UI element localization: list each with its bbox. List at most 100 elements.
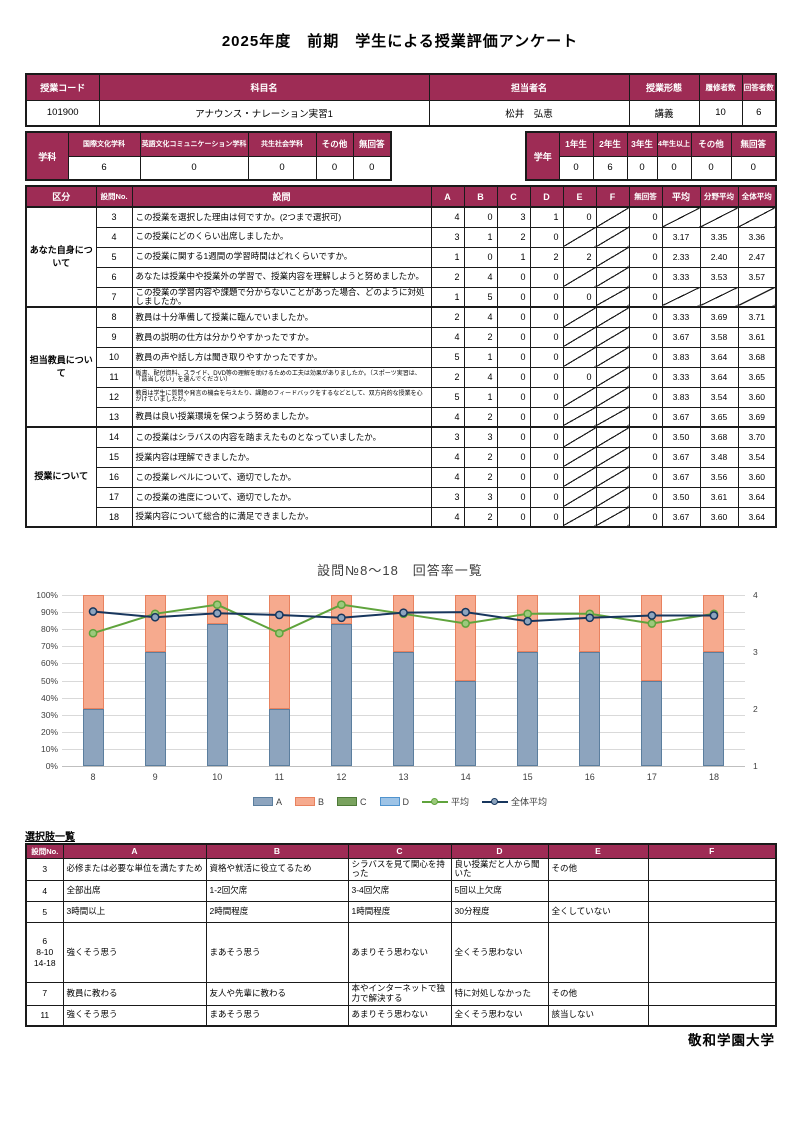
choice-text-cell: 教員に教わる — [62, 982, 207, 1006]
count-cell: 0 — [628, 246, 663, 268]
chart-bar-segment-A — [82, 709, 104, 766]
question-text-cell: 教員は十分準備して授業に臨んでいましたか。 — [131, 306, 432, 328]
choice-text-cell — [647, 1004, 777, 1027]
chart-bar-segment-B — [579, 595, 601, 652]
question-number-cell: 8 — [95, 306, 133, 328]
average-cell: 3.67 — [661, 406, 701, 428]
count-cell: 1 — [463, 346, 498, 368]
choice-text-cell: 5回以上欠席 — [450, 880, 549, 903]
section-label-cell: あなた自身について — [25, 205, 97, 308]
count-cell: 2 — [463, 506, 498, 528]
question-number-cell: 4 — [95, 226, 133, 248]
question-number-line: 8-10 — [36, 947, 54, 957]
dept-table-header-row: 学科 国際文化学科 英語文化コミュニケーション学科 共生社会学科 その他 無回答 — [25, 131, 392, 181]
average-cell: 3.69 — [737, 406, 777, 428]
not-applicable-cell — [595, 206, 630, 228]
count-cell: 0 — [529, 366, 564, 388]
grade-table-value-cell: 0 — [730, 155, 777, 181]
not-applicable-cell — [562, 406, 597, 428]
course-table-data-row: 101900 アナウンス・ナレーション実習1 松井 弘恵 講義 10 6 — [25, 99, 777, 127]
legend-line-icon — [422, 797, 448, 806]
count-cell: 0 — [529, 346, 564, 368]
count-cell: 4 — [463, 266, 498, 288]
course-header-cell: 回答者数 — [741, 73, 777, 101]
choices-header-cell: B — [205, 843, 349, 859]
choices-header-cell: D — [450, 843, 549, 859]
count-cell: 0 — [628, 226, 663, 248]
question-text-cell: 教員は学生に質問や発言の機会を与えたり、課題のフィードバックをするなどとして、双… — [131, 386, 432, 408]
average-cell: 3.60 — [737, 466, 777, 488]
data-point-marker — [274, 610, 284, 620]
data-point-marker — [274, 628, 284, 638]
choice-text-cell: 全くそう思わない — [450, 1004, 549, 1027]
choices-row: 7 教員に教わる 友人や先輩に教わる 本やインターネットで独力で解決する 特に対処しなか… — [25, 982, 777, 1006]
response-rate-chart: 設問№8～18 回答率一覧 0% 10% 20% 30% 40% 50% 60% 70% 80%… — [25, 558, 775, 818]
count-cell: 0 — [628, 386, 663, 408]
question-number-cell: 5 — [95, 246, 133, 268]
question-number-cell: 9 — [95, 326, 133, 348]
question-number-cell: 12 — [95, 386, 133, 408]
choice-text-cell — [647, 982, 777, 1006]
count-cell: 0 — [628, 506, 663, 528]
count-cell: 0 — [628, 306, 663, 328]
average-cell: 3.60 — [699, 506, 739, 528]
choices-list-label: 選択肢一覧 — [25, 832, 75, 843]
question-row: 11 板書、配付資料、スライド、DVD等の理解を助けるための工夫は効果がありました… — [26, 366, 777, 388]
question-text-cell: 授業内容は理解できましたか。 — [131, 446, 432, 468]
question-number-cell: 13 — [95, 406, 133, 428]
not-applicable-cell — [595, 406, 630, 428]
choice-text-cell: 30分程度 — [450, 901, 549, 924]
count-cell: 2 — [463, 406, 498, 428]
x-axis-tick: 14 — [460, 772, 471, 782]
choice-text-cell: 強くそう思う — [62, 1004, 207, 1027]
data-point-marker — [461, 619, 470, 628]
count-cell: 3 — [463, 486, 498, 508]
average-cell: 3.69 — [699, 306, 739, 328]
question-number-cell: 3 — [95, 206, 133, 228]
count-cell: 0 — [562, 366, 597, 388]
chart-bar-segment-A — [579, 651, 601, 766]
average-cell: 2.33 — [661, 246, 701, 268]
count-cell: 0 — [628, 326, 663, 348]
average-cell: 3.67 — [661, 466, 701, 488]
question-text-cell: この授業レベルについて、適切でしたか。 — [131, 466, 432, 488]
average-cell: 3.33 — [661, 266, 701, 288]
count-cell: 2 — [430, 266, 465, 288]
data-point-marker — [647, 611, 657, 620]
legend-swatch-icon — [252, 797, 273, 806]
legend-label: 全体平均 — [511, 797, 548, 807]
main-header-cell: A — [430, 185, 465, 208]
count-cell: 5 — [430, 346, 465, 368]
average-cell: 3.83 — [661, 346, 701, 368]
choices-row: 11 強くそう思う まあそう思う あまりそう思わない 全くそう思わない 該当しない — [25, 1004, 777, 1027]
department-count-table: 学科 国際文化学科 英語文化コミュニケーション学科 共生社会学科 その他 無回答 6 0 0 0 0 — [25, 131, 392, 181]
average-cell: 3.64 — [737, 486, 777, 508]
average-cell: 3.36 — [737, 226, 777, 248]
choice-text-cell: 3時間以上 — [62, 901, 207, 924]
x-axis-tick: 16 — [584, 772, 595, 782]
choice-text-cell: 友人や先輩に教わる — [205, 982, 349, 1006]
choices-row: 4 全部出席 1-2回欠席 3-4回欠席 5回以上欠席 — [25, 880, 777, 903]
legend-item-全体平均: 全体平均 — [482, 795, 547, 808]
choice-text-cell: 全くそう思わない — [450, 922, 549, 984]
choices-question-number-cell: 5 — [25, 901, 64, 924]
data-point-marker — [212, 600, 222, 610]
legend-item-平均: 平均 — [422, 795, 469, 808]
dept-table-label-cell: 学科 — [25, 131, 69, 181]
count-cell: 0 — [496, 346, 531, 368]
question-number-cell: 16 — [95, 466, 133, 488]
choices-header-cell: A — [62, 843, 207, 859]
count-cell: 0 — [496, 286, 531, 308]
count-cell: 1 — [529, 206, 564, 228]
average-cell: 3.54 — [737, 446, 777, 468]
count-cell: 0 — [496, 366, 531, 388]
course-table-header-row: 授業コード 科目名 担当者名 授業形態 履修者数 回答者数 — [25, 73, 777, 101]
choices-question-number-cell: 4 — [25, 880, 64, 903]
choice-text-cell — [547, 880, 649, 903]
question-number-line: 3 — [42, 863, 48, 874]
legend-swatch-icon — [337, 797, 357, 806]
choices-header-row: 設問No. A B C D E F — [25, 843, 777, 859]
count-cell: 0 — [628, 346, 663, 368]
count-cell: 2 — [529, 246, 564, 268]
